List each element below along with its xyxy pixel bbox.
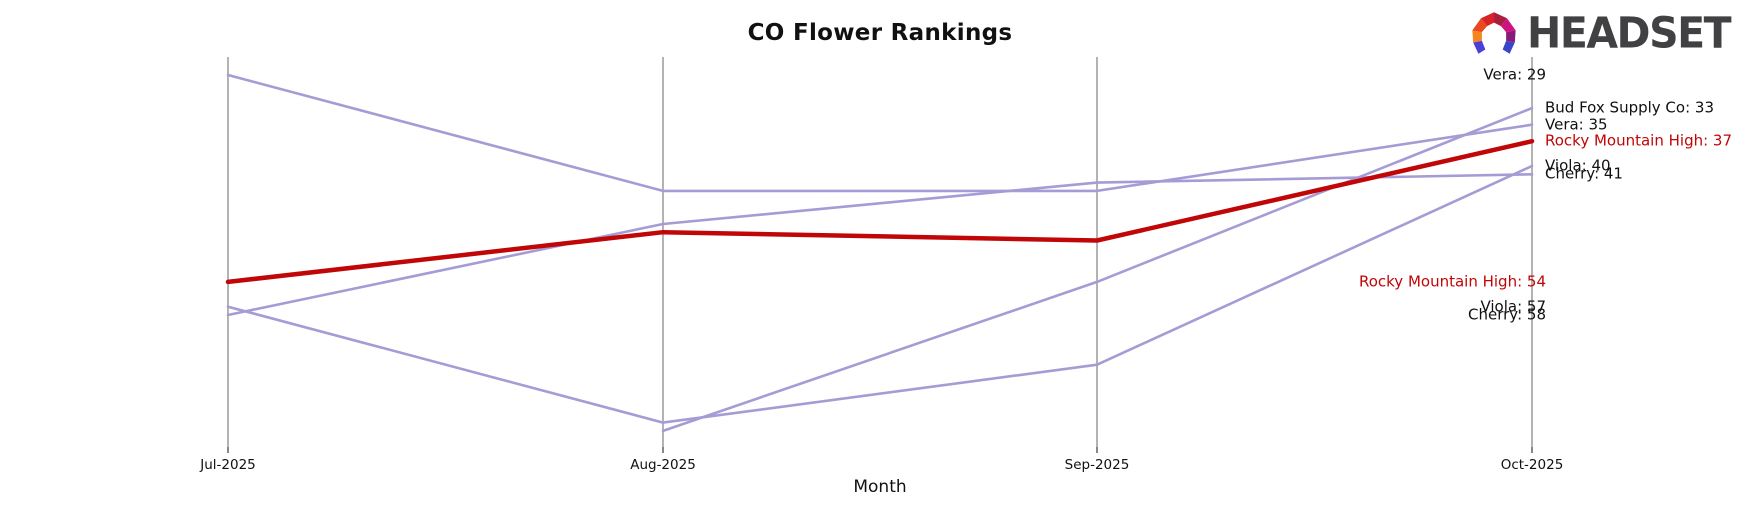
series-line-cherry [226, 173, 1534, 317]
series-label-left-vera: Vera: 29 [1483, 65, 1546, 84]
series-line-viola [226, 164, 1534, 424]
series-label-left-rocky-mountain-high: Rocky Mountain High: 54 [1358, 272, 1546, 291]
tick-label-jul-2025: Jul-2025 [200, 457, 256, 473]
series-label-right-bud-fox-supply-co: Bud Fox Supply Co: 33 [1545, 98, 1714, 117]
headset-logo-text: HEADSET [1527, 7, 1732, 58]
series-line-bud-fox-supply-co [661, 106, 1534, 433]
series-label-left-cherry: Cherry: 58 [1468, 305, 1546, 324]
series-label-right-vera: Vera: 35 [1545, 115, 1608, 134]
tick-label-sep-2025: Sep-2025 [1064, 457, 1130, 473]
series-label-right-viola: Viola: 40 [1545, 156, 1611, 175]
series-label-left-viola: Viola: 57 [1480, 297, 1546, 316]
series-line-rocky-mountain-high [225, 138, 1535, 285]
series-label-right-cherry: Cherry: 41 [1545, 164, 1623, 183]
headset-logo: HEADSET [1468, 6, 1732, 60]
headset-logo-icon [1472, 12, 1516, 54]
x-axis-title: Month [853, 477, 907, 497]
chart-title: CO Flower Rankings [747, 20, 1013, 46]
tick-label-oct-2025: Oct-2025 [1500, 457, 1564, 473]
tick-label-aug-2025: Aug-2025 [630, 457, 696, 473]
series-label-right-rocky-mountain-high: Rocky Mountain High: 37 [1545, 131, 1733, 150]
series-line-vera [226, 73, 1534, 193]
